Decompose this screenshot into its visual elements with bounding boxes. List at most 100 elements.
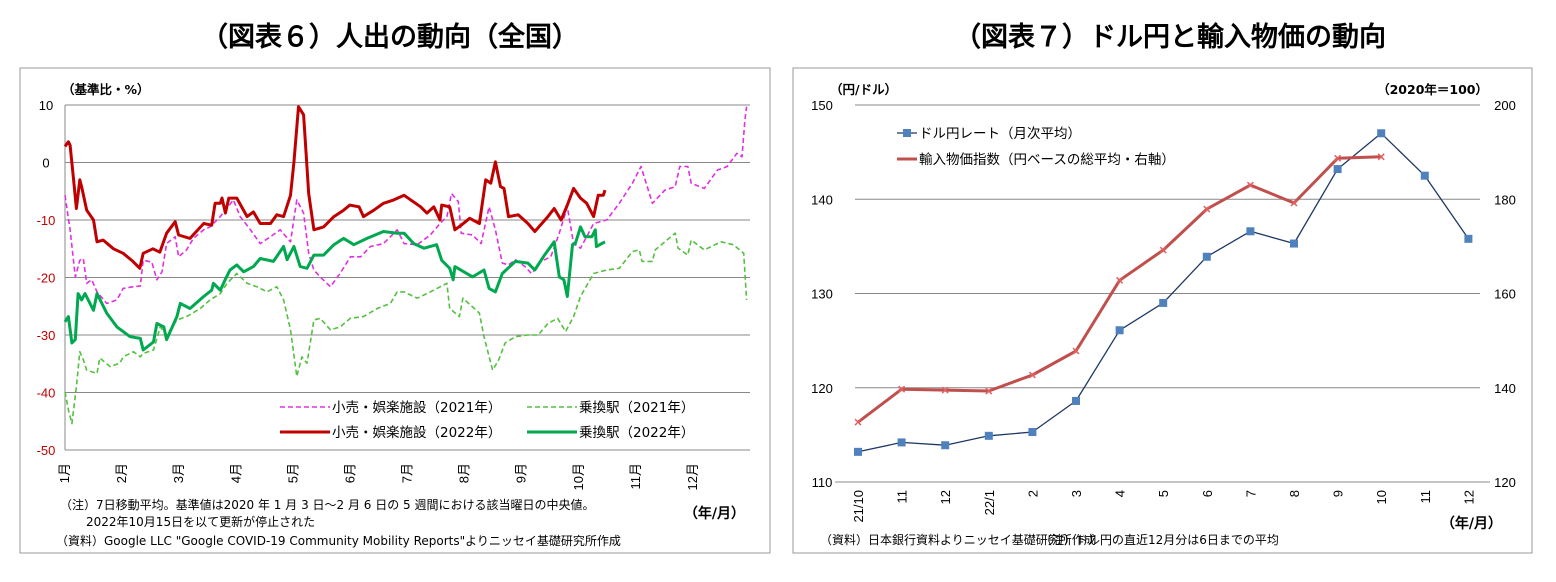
chart-frame <box>19 67 771 554</box>
data-point-import-price <box>1072 347 1080 355</box>
legend-label-transit-2021: 乗換駅（2021年） <box>579 400 694 416</box>
data-point-usdjpy <box>1246 227 1255 236</box>
x-tick-label: 1月 <box>57 463 72 483</box>
x-tick-label: 12 <box>938 490 953 504</box>
x-tick-label: 8月 <box>457 463 472 483</box>
y-tick-label-left: 150 <box>811 98 833 113</box>
chart-usdjpy-import-prices: （図表７）ドル円と輸入物価の動向 （円/ドル） （2020年＝100） 150 1… <box>792 21 1533 554</box>
x-tick-label: 11 <box>1418 490 1433 504</box>
y-tick-label: -30 <box>37 328 56 343</box>
y-axis-label: （基準比・%） <box>62 82 150 97</box>
data-point-import-price <box>1334 154 1342 162</box>
x-tick-label: 9 <box>1331 490 1346 497</box>
data-point-usdjpy <box>1072 396 1080 405</box>
data-point-usdjpy <box>1028 428 1037 437</box>
data-point-import-price <box>1159 246 1167 254</box>
data-point-import-price <box>1203 205 1211 213</box>
x-tick-label: 8 <box>1287 490 1302 497</box>
data-point-usdjpy <box>1290 239 1298 248</box>
x-axis-label: （年/月） <box>1441 515 1502 532</box>
y-tick-label-left: 140 <box>811 192 833 207</box>
legend-label-transit-2022: 乗換駅（2022年） <box>579 425 694 441</box>
data-point-import-price <box>941 386 949 394</box>
x-tick-label: 6 <box>1200 490 1215 497</box>
data-point-usdjpy <box>941 441 950 450</box>
y-tick-label-right: 200 <box>1494 98 1516 113</box>
data-point-usdjpy <box>1464 234 1473 243</box>
y-tick-label: -10 <box>37 213 56 228</box>
y-tick-label-right: 180 <box>1494 192 1516 207</box>
data-point-import-price <box>1028 371 1036 379</box>
data-point-usdjpy <box>897 438 906 447</box>
note-line: （注）ドル円の直近12月分は6日までの平均 <box>1040 532 1279 547</box>
legend-label-usdjpy: ドル円レート（月次平均） <box>919 126 1081 142</box>
y-tick-label: 10 <box>39 98 53 113</box>
y-tick-label-left: 110 <box>812 475 833 490</box>
series-line-2 <box>63 105 607 270</box>
y-tick-label-right: 120 <box>1494 475 1516 490</box>
x-tick-label: 12 <box>1461 490 1476 504</box>
source-note: （資料）Google LLC "Google COVID-19 Communit… <box>56 533 621 548</box>
y-tick-label: -40 <box>37 386 56 401</box>
data-point-usdjpy <box>1420 171 1429 180</box>
chart-frame <box>792 67 1533 554</box>
legend-label-retail-2022: 小売・娯楽施設（2022年） <box>332 425 501 441</box>
legend: ドル円レート（月次平均） 輸入物価指数（円ベースの総平均・右軸） <box>897 126 1175 168</box>
x-tick-label: 2 <box>1025 490 1040 497</box>
x-tick-label: 22/1 <box>982 490 997 515</box>
legend-marker-usdjpy <box>903 129 911 137</box>
series-line-0 <box>64 106 748 305</box>
x-tick-label: 6月 <box>342 463 357 483</box>
series-line-3 <box>63 225 606 352</box>
x-tick-label: 11 <box>895 490 910 504</box>
x-tick-label: 12月 <box>685 463 700 490</box>
series-line-1 <box>857 155 1382 424</box>
y-tick-label: 0 <box>42 156 49 171</box>
data-point-import-price <box>1116 276 1124 284</box>
y-tick-label-right: 160 <box>1494 287 1516 302</box>
data-point-import-price <box>1290 199 1298 207</box>
data-point-usdjpy <box>984 431 993 440</box>
x-tick-label: 7 <box>1243 490 1258 497</box>
legend: 小売・娯楽施設（2021年） 乗換駅（2021年） 小売・娯楽施設（2022年）… <box>270 394 748 449</box>
x-tick-label: 2月 <box>114 463 129 483</box>
legend-label-retail-2021: 小売・娯楽施設（2021年） <box>332 400 501 416</box>
x-tick-label: 21/10 <box>851 490 866 523</box>
data-point-import-price <box>985 387 993 395</box>
data-point-usdjpy <box>1159 298 1168 307</box>
x-tick-label: 4月 <box>228 463 243 483</box>
y-axis-label-right: （2020年＝100） <box>1377 82 1488 97</box>
data-point-usdjpy <box>1202 252 1211 261</box>
x-tick-label: 10 <box>1374 490 1389 504</box>
x-tick-label: 3 <box>1069 490 1084 497</box>
chart-title: （図表７）ドル円と輸入物価の動向 <box>954 21 1386 53</box>
y-tick-label: -50 <box>37 443 56 458</box>
legend-label-import-price: 輸入物価指数（円ベースの総平均・右軸） <box>919 152 1175 168</box>
x-axis-label: （年/月） <box>684 505 745 522</box>
y-axis-label-left: （円/ドル） <box>830 82 897 97</box>
x-tick-label: 10月 <box>571 463 586 490</box>
x-tick-label: 7月 <box>400 463 415 483</box>
series-line-0 <box>857 132 1469 453</box>
data-point-import-price <box>1246 181 1254 189</box>
data-point-usdjpy <box>1377 129 1386 138</box>
chart-mobility: （図表６）人出の動向（全国） （基準比・%） 10 0 -10 -20 -30 -40 -5… <box>19 21 771 554</box>
x-tick-label: 3月 <box>171 463 186 483</box>
legend-box <box>270 394 748 449</box>
data-point-usdjpy <box>854 447 862 456</box>
y-tick-label: -20 <box>37 271 56 286</box>
data-point-import-price <box>898 385 906 393</box>
note-line-2: 2022年10月15日を以て更新が停止された <box>86 514 315 529</box>
series-line-1 <box>64 232 748 425</box>
y-tick-label-right: 140 <box>1494 381 1516 396</box>
chart-title: （図表６）人出の動向（全国） <box>201 21 579 53</box>
x-tick-label: 11月 <box>628 463 643 490</box>
y-tick-label-left: 120 <box>811 381 833 396</box>
data-point-usdjpy <box>1115 326 1124 335</box>
x-tick-label: 9月 <box>514 463 529 483</box>
x-tick-label: 5 <box>1156 490 1171 497</box>
x-tick-label: 4 <box>1113 490 1128 497</box>
x-tick-label: 5月 <box>285 463 300 483</box>
source-note: （資料）日本銀行資料よりニッセイ基礎研究所作成 <box>820 532 1096 547</box>
